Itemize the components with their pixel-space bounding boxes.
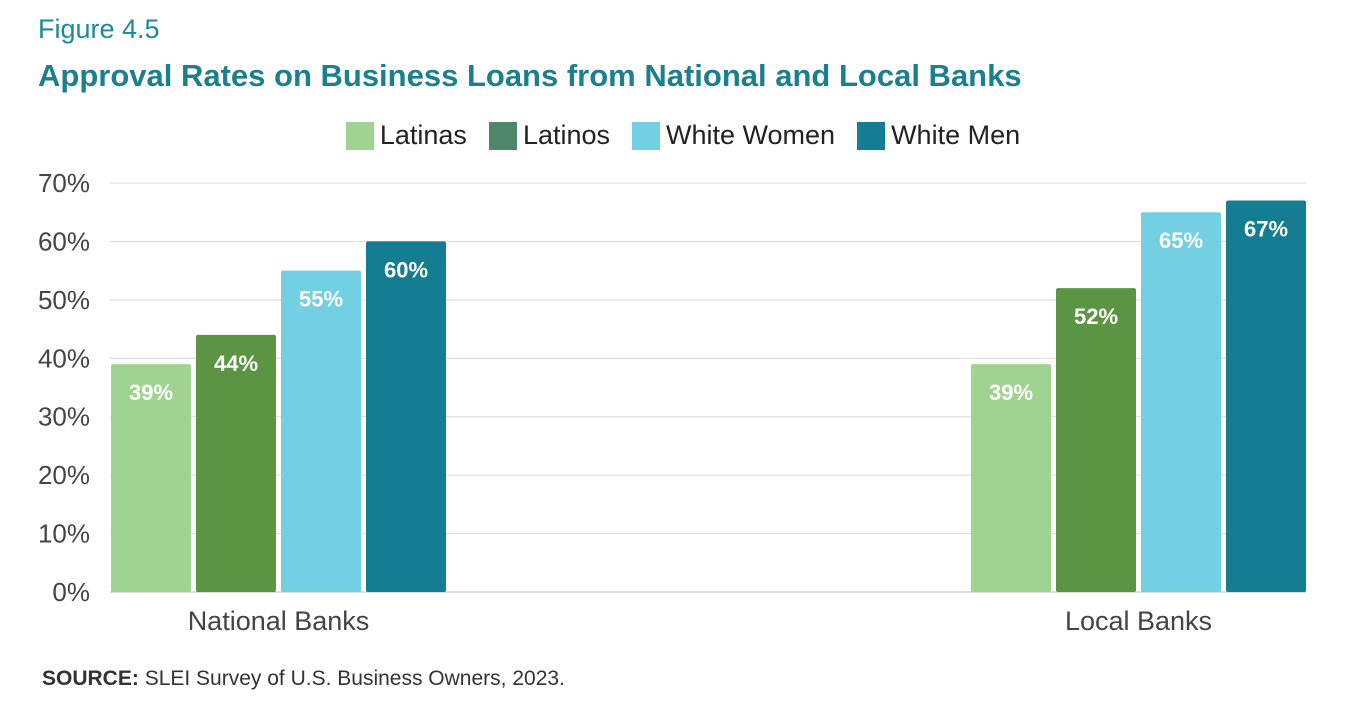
legend-label: White Men xyxy=(891,120,1021,150)
bar xyxy=(111,364,191,592)
legend-item: Latinos xyxy=(488,120,611,151)
legend-label: Latinos xyxy=(522,120,611,150)
bar xyxy=(281,270,361,592)
source-note: SOURCE: SLEI Survey of U.S. Business Own… xyxy=(42,667,565,691)
x-tick-label: Local Banks xyxy=(1065,606,1212,636)
data-label: 55% xyxy=(299,287,343,312)
y-tick-label: 60% xyxy=(38,226,90,256)
data-label: 60% xyxy=(384,257,428,282)
data-label: 65% xyxy=(1159,228,1203,253)
data-label: 39% xyxy=(129,380,173,405)
x-tick-label: National Banks xyxy=(188,606,370,636)
bar xyxy=(1141,212,1221,592)
legend-label: Latinas xyxy=(379,120,467,150)
y-tick-label: 40% xyxy=(38,343,90,373)
legend-item: White Women xyxy=(632,120,835,151)
source-text: SLEI Survey of U.S. Business Owners, 202… xyxy=(144,667,565,690)
y-tick-label: 10% xyxy=(38,519,90,549)
y-tick-label: 0% xyxy=(52,577,90,607)
figure-label: Figure 4.5 xyxy=(38,14,160,44)
bar xyxy=(366,241,446,592)
y-tick-label: 50% xyxy=(38,285,90,315)
y-tick-label: 20% xyxy=(38,460,90,490)
bar xyxy=(1226,200,1306,592)
chart-title: Approval Rates on Business Loans from Na… xyxy=(38,58,1022,93)
legend-swatch xyxy=(632,121,661,150)
y-tick-label: 70% xyxy=(38,168,90,198)
bar xyxy=(1056,288,1136,592)
legend-swatch xyxy=(488,121,517,150)
data-label: 52% xyxy=(1074,304,1118,329)
bar xyxy=(971,364,1051,592)
legend-item: Latinas xyxy=(345,120,467,151)
source-label: SOURCE: xyxy=(42,667,139,690)
legend-swatch xyxy=(345,121,374,150)
data-label: 39% xyxy=(989,380,1033,405)
bar xyxy=(196,334,276,592)
data-label: 67% xyxy=(1244,217,1288,242)
data-label: 44% xyxy=(214,351,258,376)
chart-legend: Latinas Latinos White Women White Men xyxy=(0,120,1366,151)
legend-swatch xyxy=(857,121,886,150)
legend-item: White Men xyxy=(857,120,1020,151)
legend-label: White Women xyxy=(666,120,836,150)
y-tick-label: 30% xyxy=(38,402,90,432)
